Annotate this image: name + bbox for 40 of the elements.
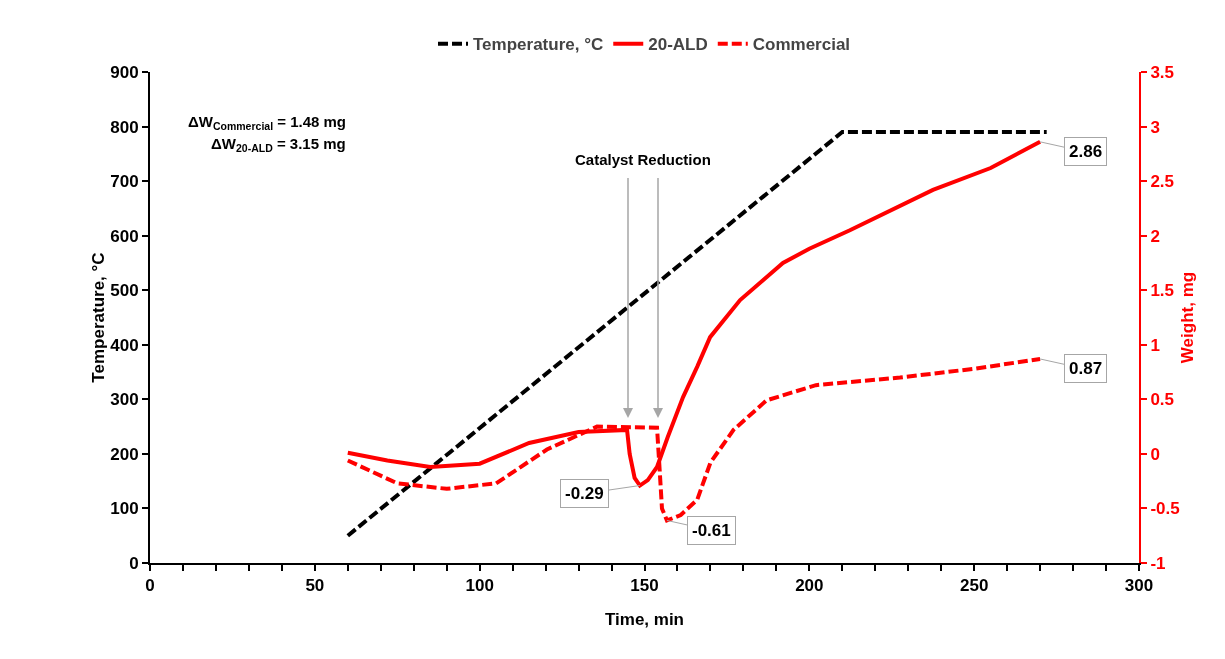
data-label: -0.61: [692, 521, 731, 540]
y2-tick-label: 3: [1150, 117, 1160, 137]
x-tick-label: 150: [630, 576, 659, 596]
y2-axis-title: Weight, mg: [1177, 271, 1197, 364]
y2-tick-label: 2.5: [1150, 172, 1175, 192]
y-axis-title: Temperature, °C: [89, 252, 109, 383]
data-label: -0.29: [565, 484, 604, 503]
y2-tick-label: 0: [1150, 444, 1160, 464]
x-tick-label: 0: [145, 576, 155, 596]
y2-tick-label: 3.5: [1150, 62, 1175, 82]
x-axis-title: Time, min: [604, 610, 685, 629]
y-tick-label: 900: [110, 62, 139, 82]
data-label: 2.86: [1069, 142, 1103, 161]
annotation: Catalyst Reduction: [575, 151, 711, 168]
y-tick-label: 300: [110, 390, 139, 410]
x-tick-label: 200: [795, 576, 824, 596]
y-tick-label: 800: [110, 117, 139, 137]
y2-tick-label: 1: [1150, 335, 1160, 355]
y2-tick-label: -1: [1150, 553, 1166, 573]
y2-tick-label: 0.5: [1150, 390, 1175, 410]
y-tick-label: 400: [110, 335, 139, 355]
x-tick-label: 100: [465, 576, 494, 596]
x-tick-label: 50: [305, 576, 325, 596]
legend-label: Temperature, °C: [473, 35, 604, 55]
legend-label: 20-ALD: [648, 35, 708, 55]
legend-label: Commercial: [752, 35, 851, 55]
x-tick-label: 300: [1124, 576, 1154, 596]
annotation: ΔW$_{Commercial}$ = 1.48 mg: [188, 113, 347, 133]
y2-tick-label: -0.5: [1150, 499, 1180, 519]
y-tick-label: 500: [110, 281, 139, 301]
y-tick-label: 200: [110, 444, 139, 464]
y2-tick-label: 1.5: [1150, 281, 1175, 301]
y2-tick-label: 2: [1150, 226, 1160, 246]
y-tick-label: 700: [110, 172, 139, 192]
y-tick-label: 100: [110, 499, 139, 519]
y-tick-label: 0: [129, 553, 139, 573]
annotation: ΔW$_{20-ALD}$ = 3.15 mg: [211, 135, 346, 155]
y-tick-label: 600: [110, 226, 139, 246]
data-label: 0.87: [1069, 359, 1103, 378]
x-tick-label: 250: [959, 576, 989, 596]
